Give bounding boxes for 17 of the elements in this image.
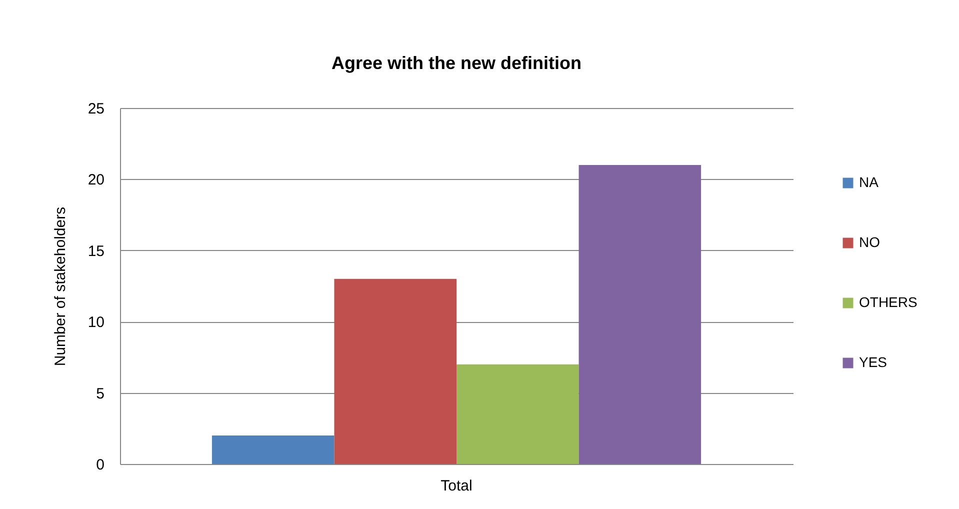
bar [456,364,579,464]
x-tick-label: Total [440,478,472,494]
chart-title: Agree with the new definition [331,53,582,73]
y-axis-title: Number of stakeholders [52,206,69,366]
y-tick-label: 15 [88,242,104,260]
y-tick-label: 20 [88,172,104,189]
legend-label: NA [859,174,880,190]
bar [578,164,702,464]
y-tick-label: 25 [88,100,104,118]
legend-label: YES [859,354,888,370]
legend-label: OTHERS [859,294,918,310]
y-tick-label: 10 [88,314,104,332]
y-tick-label: 0 [96,456,104,474]
bar [334,278,456,464]
legend-label: NO [859,234,880,250]
y-tick-label: 5 [96,385,104,402]
bar [212,436,334,464]
